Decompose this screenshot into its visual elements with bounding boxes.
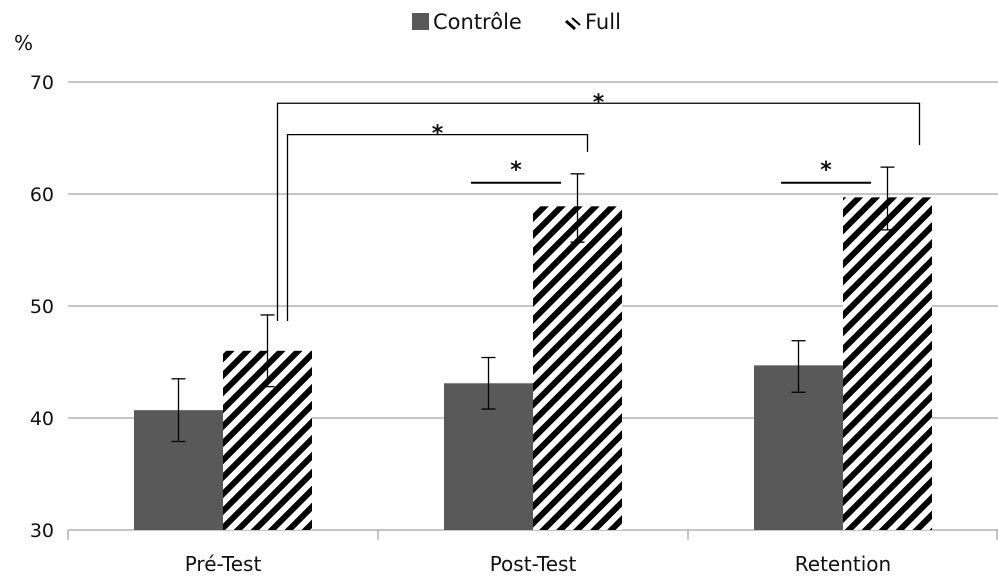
axes — [67, 529, 998, 540]
error-bar-controle-1 — [171, 378, 186, 443]
significance-star-2: * — [432, 122, 444, 147]
x-category-label-3: Retention — [795, 552, 891, 576]
significance-annotations: * * * * — [276, 90, 921, 321]
significance-star-1: * — [593, 90, 605, 115]
y-tick-label-50: 50 — [30, 296, 54, 318]
error-bar-controle-3 — [791, 340, 806, 393]
bar-full-3 — [843, 197, 932, 531]
axis-labels: 30 40 50 60 70 Pré-Test Post-Test Retention — [30, 72, 891, 576]
legend-swatch-controle — [412, 13, 429, 30]
error-bar-controle-2 — [481, 356, 496, 410]
error-bars — [171, 166, 895, 443]
bars — [134, 197, 932, 531]
y-tick-label-40: 40 — [30, 408, 54, 430]
significance-star-3: * — [510, 158, 522, 183]
legend-label-controle: Contrôle — [433, 10, 522, 34]
error-bar-full-2 — [570, 173, 585, 243]
y-axis-unit-label: % — [14, 31, 33, 55]
significance-bracket-2 — [286, 133, 589, 321]
legend-label-full: Full — [585, 10, 621, 34]
y-tick-label-70: 70 — [30, 72, 54, 94]
y-tick-label-30: 30 — [30, 520, 54, 542]
y-tick-label-60: 60 — [30, 184, 54, 206]
x-category-label-2: Post-Test — [490, 552, 577, 576]
legend: Contrôle Full — [412, 10, 621, 34]
x-category-label-1: Pré-Test — [185, 552, 262, 576]
error-bar-full-1 — [260, 314, 275, 388]
significance-star-4: * — [820, 158, 832, 183]
bar-full-2 — [533, 206, 622, 530]
error-bar-full-3 — [880, 166, 895, 231]
significance-bracket-1 — [276, 102, 921, 321]
legend-swatch-full — [565, 17, 581, 31]
